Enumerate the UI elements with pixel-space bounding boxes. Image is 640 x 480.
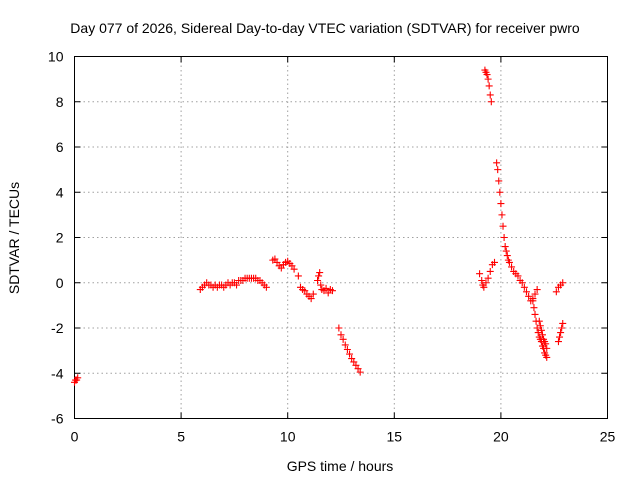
- data-point: [290, 265, 298, 273]
- data-point: [559, 279, 567, 287]
- data-point: [536, 322, 544, 330]
- x-tick-label: 20: [493, 429, 509, 445]
- data-point: [531, 290, 539, 298]
- y-tick-label: 2: [56, 230, 64, 246]
- data-point: [499, 222, 507, 230]
- data-point: [502, 247, 510, 255]
- data-point: [494, 166, 502, 174]
- data-point: [495, 177, 503, 185]
- x-tick-labels: 0 5 10 15 20 25: [71, 429, 616, 445]
- data-point: [317, 281, 325, 289]
- data-point: [533, 286, 541, 294]
- data-point: [531, 310, 539, 318]
- data-point: [556, 333, 564, 341]
- data-point: [233, 281, 241, 289]
- data-point: [314, 276, 322, 284]
- y-tick-label: -6: [51, 411, 64, 427]
- data-point: [315, 272, 323, 280]
- data-point: [337, 331, 345, 339]
- data-point: [552, 288, 560, 296]
- data-point: [505, 258, 513, 266]
- data-point: [535, 317, 543, 325]
- data-point: [309, 290, 317, 298]
- data-point: [478, 276, 486, 284]
- grid: [74, 56, 608, 419]
- y-tick-label: 10: [48, 49, 64, 65]
- data-markers: [71, 66, 567, 386]
- data-point: [476, 270, 484, 278]
- data-point: [341, 341, 349, 349]
- y-tick-label: 0: [56, 275, 64, 291]
- data-point: [557, 329, 565, 337]
- data-point: [294, 272, 302, 280]
- data-point: [482, 279, 490, 287]
- data-point: [491, 258, 499, 266]
- data-point: [484, 274, 492, 282]
- data-point: [328, 287, 336, 295]
- data-point: [503, 252, 511, 260]
- data-point: [558, 324, 566, 332]
- data-point: [496, 188, 504, 196]
- x-tick-label: 0: [71, 429, 79, 445]
- y-tick-label: 6: [56, 139, 64, 155]
- y-tick-label: 4: [56, 184, 64, 200]
- data-point: [538, 331, 546, 339]
- data-point: [307, 295, 315, 303]
- data-point: [339, 335, 347, 343]
- data-point: [262, 283, 270, 291]
- x-tick-label: 15: [387, 429, 403, 445]
- data-point: [346, 350, 354, 358]
- data-point: [343, 345, 351, 353]
- data-point: [518, 279, 526, 287]
- y-axis-label: SDTVAR / TECUs: [6, 182, 22, 294]
- data-point: [498, 211, 506, 219]
- data-point: [508, 263, 516, 271]
- data-point: [514, 272, 522, 280]
- data-point: [322, 284, 330, 292]
- data-point: [487, 98, 495, 106]
- data-point: [493, 159, 501, 167]
- x-tick-label: 5: [177, 429, 185, 445]
- chart-title: Day 077 of 2026, Sidereal Day-to-day VTE…: [70, 20, 580, 36]
- data-point: [356, 368, 364, 376]
- data-point: [559, 319, 567, 327]
- data-point: [537, 326, 545, 334]
- data-point: [525, 292, 533, 300]
- data-point: [335, 324, 343, 332]
- data-point: [483, 71, 491, 79]
- data-point: [530, 304, 538, 312]
- data-point: [542, 340, 550, 348]
- x-axis-label: GPS time / hours: [287, 458, 394, 474]
- y-tick-labels: -6 -4 -2 0 2 4 6 8 10: [48, 49, 64, 427]
- data-point: [501, 243, 509, 251]
- x-tick-label: 25: [600, 429, 616, 445]
- data-point: [316, 269, 324, 277]
- data-point: [484, 75, 492, 83]
- y-tick-label: -2: [51, 320, 64, 336]
- data-point: [486, 91, 494, 99]
- data-point: [529, 297, 537, 305]
- data-point: [522, 288, 530, 296]
- data-point: [486, 267, 494, 275]
- data-point: [485, 82, 493, 90]
- data-point: [543, 344, 551, 352]
- data-point: [543, 353, 551, 361]
- x-tick-label: 10: [280, 429, 296, 445]
- data-point: [500, 234, 508, 241]
- data-point: [520, 283, 528, 291]
- y-tick-label: -4: [51, 365, 64, 381]
- axis-ticks: [74, 56, 608, 419]
- data-point: [554, 338, 562, 346]
- data-point: [74, 374, 82, 382]
- data-point: [480, 283, 488, 291]
- data-point: [497, 200, 505, 208]
- y-tick-label: 8: [56, 94, 64, 110]
